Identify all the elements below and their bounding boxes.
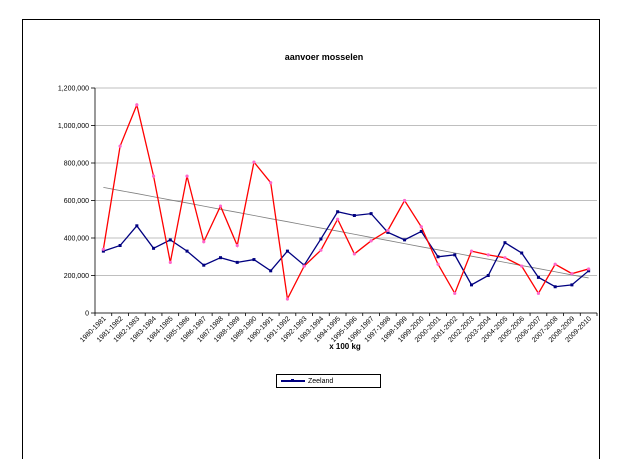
data-point — [269, 269, 273, 273]
data-point — [152, 246, 156, 250]
legend-swatch-zeeland — [281, 379, 305, 382]
data-point — [101, 249, 105, 253]
data-point — [168, 260, 172, 264]
data-point — [269, 181, 273, 185]
data-point — [352, 214, 356, 217]
data-point — [403, 238, 407, 242]
y-tick-label: 800,000 — [64, 161, 89, 168]
gridlines — [95, 87, 597, 314]
data-point — [553, 285, 557, 289]
data-point — [520, 264, 524, 268]
data-point — [536, 291, 541, 295]
data-point — [319, 237, 323, 241]
data-point — [319, 248, 323, 252]
data-point — [285, 297, 290, 301]
data-point — [570, 283, 574, 287]
data-point — [352, 252, 356, 256]
data-point — [386, 230, 390, 234]
data-point — [185, 249, 189, 253]
data-point — [419, 229, 423, 233]
data-point — [168, 238, 172, 242]
data-point — [202, 263, 206, 267]
data-point — [469, 249, 474, 253]
data-point — [218, 204, 223, 208]
data-point — [486, 274, 490, 277]
data-point — [436, 255, 440, 259]
legend-label-zeeland: Zeeland — [308, 377, 334, 385]
data-point — [118, 244, 122, 247]
data-point — [470, 283, 473, 287]
y-tick-label: 1,000,000 — [58, 123, 89, 130]
data-point — [503, 241, 507, 245]
data-point — [402, 198, 407, 203]
data-point — [520, 251, 524, 255]
data-point — [570, 272, 574, 276]
data-point — [419, 225, 423, 229]
y-tick-label: 600,000 — [64, 198, 89, 205]
data-point — [336, 210, 340, 214]
legend: Zeeland — [276, 374, 381, 388]
data-point — [185, 174, 189, 178]
data-point — [302, 264, 306, 268]
data-point — [202, 240, 206, 244]
data-point — [587, 267, 591, 271]
series — [101, 102, 591, 302]
data-point — [369, 239, 373, 243]
data-point — [587, 269, 591, 273]
data-point — [285, 249, 289, 253]
data-point — [151, 174, 156, 178]
trendline — [103, 186, 589, 279]
data-point — [553, 262, 557, 266]
series-line-zeeland — [103, 211, 590, 288]
data-point — [386, 228, 390, 233]
data-point — [503, 256, 507, 260]
data-point — [369, 212, 373, 216]
data-point — [235, 260, 239, 264]
x-axis-title: x 100 kg — [329, 342, 361, 351]
y-tick-label: 400,000 — [64, 236, 89, 243]
data-point — [252, 160, 256, 164]
data-point — [453, 291, 457, 295]
data-point — [453, 253, 457, 257]
y-tick-label: 200,000 — [64, 273, 89, 280]
chart-title: aanvoer mosselen — [285, 52, 364, 62]
data-point — [219, 256, 222, 260]
axes: 0 200,000 400,000 600,000 800,000 1,000,000 1,… — [58, 86, 598, 344]
y-tick-label: 0 — [85, 311, 89, 318]
data-point — [536, 275, 540, 279]
data-point — [486, 253, 490, 257]
data-point — [336, 217, 340, 221]
data-point — [135, 103, 139, 107]
data-point — [101, 247, 105, 251]
data-point — [436, 262, 440, 266]
y-tick-label: 1,200,000 — [58, 86, 89, 93]
data-point — [252, 258, 256, 262]
series-line-2 — [102, 102, 589, 302]
data-point — [235, 243, 239, 248]
data-point — [135, 224, 139, 228]
data-point — [118, 144, 122, 148]
